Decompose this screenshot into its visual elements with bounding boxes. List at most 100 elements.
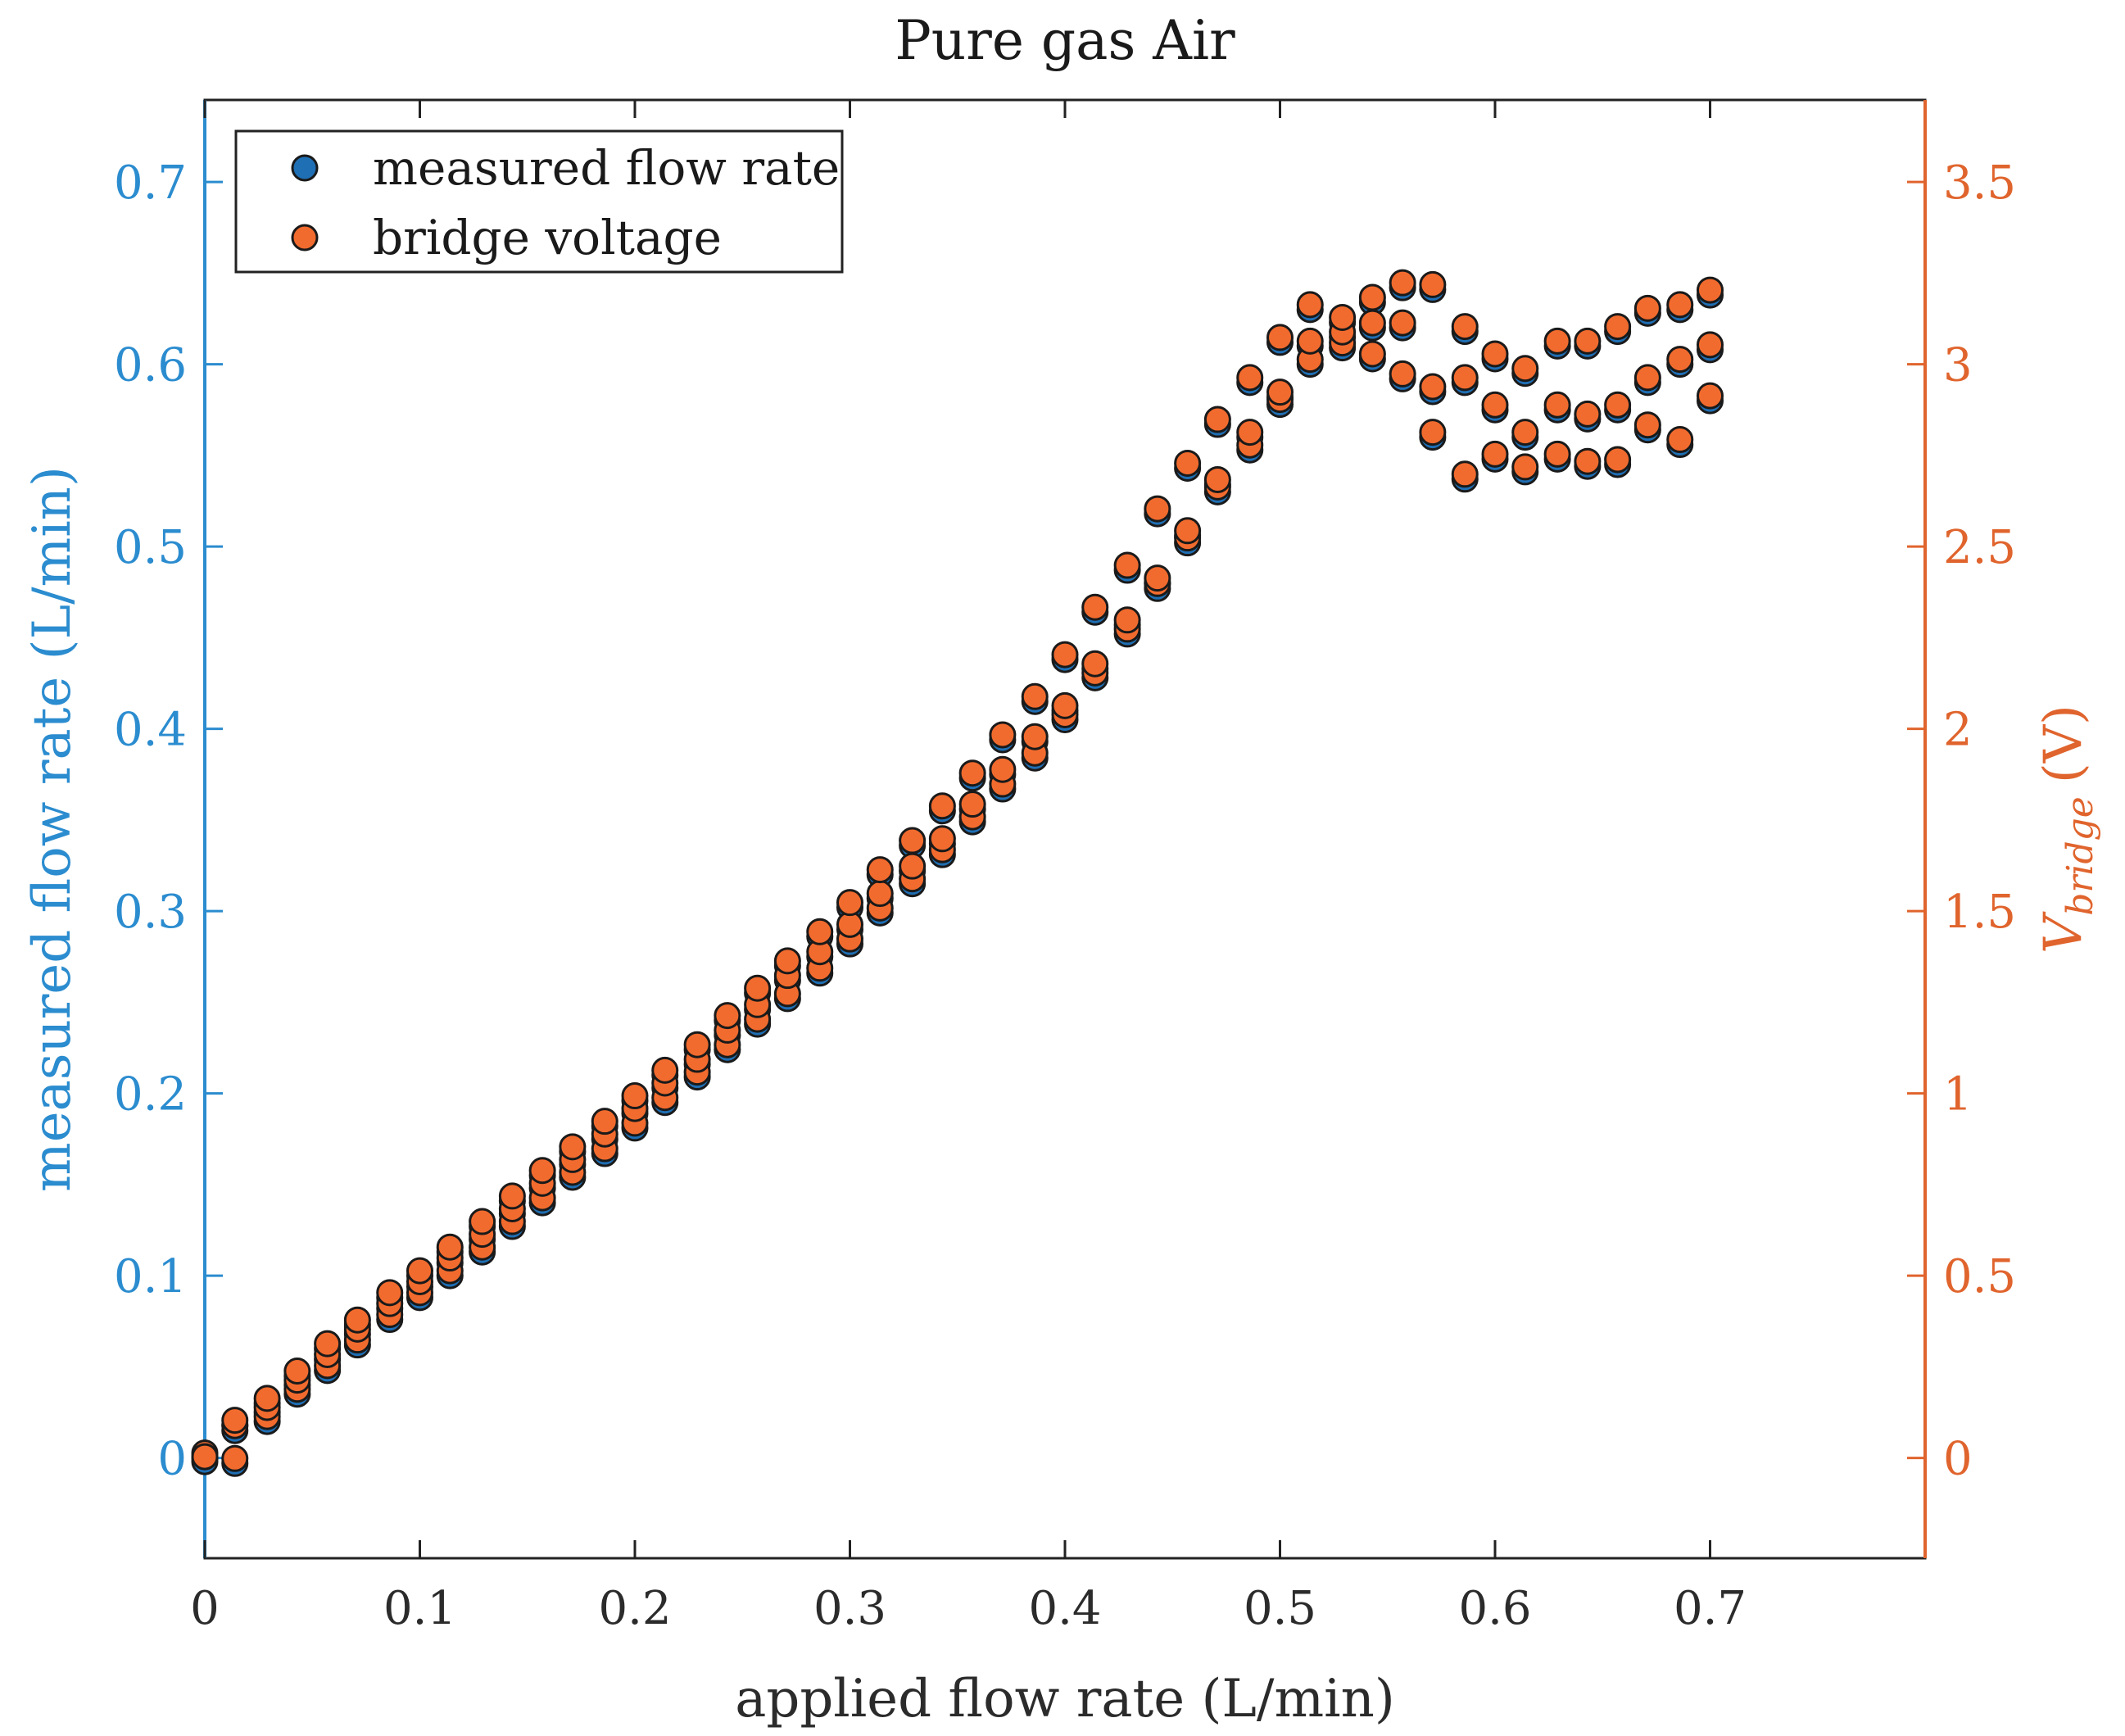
point-bridge-voltage (1296, 327, 1324, 355)
point-bridge-voltage (1266, 324, 1294, 351)
point-bridge-voltage (899, 827, 927, 854)
right-y-axis-label: Vbridge (V) (2033, 705, 2101, 954)
point-bridge-voltage (1296, 291, 1324, 319)
left-y-tick-label: 0.5 (114, 521, 187, 574)
point-bridge-voltage (1358, 340, 1386, 368)
x-axis-ticks: 0 0.1 0.2 0.3 0.4 0.5 0.6 0.7 (190, 100, 1747, 1635)
point-bridge-voltage (1481, 440, 1509, 468)
point-bridge-voltage (1113, 606, 1141, 634)
point-bridge-voltage (683, 1031, 711, 1058)
x-tick-label: 0 (190, 1582, 220, 1635)
point-bridge-voltage (1666, 291, 1694, 319)
point-bridge-voltage (1451, 364, 1479, 392)
point-bridge-voltage (1021, 682, 1049, 710)
point-bridge-voltage (1021, 723, 1049, 750)
point-bridge-voltage (528, 1157, 556, 1185)
point-bridge-voltage (1604, 313, 1632, 341)
point-bridge-voltage (1051, 691, 1079, 719)
x-tick-label: 0.2 (598, 1582, 671, 1635)
point-bridge-voltage (1574, 400, 1602, 428)
point-bridge-voltage (1604, 446, 1632, 474)
point-bridge-voltage (283, 1358, 311, 1385)
legend-box (234, 129, 844, 274)
x-tick-label: 0.7 (1674, 1582, 1747, 1635)
left-y-tick-label: 0.1 (114, 1250, 187, 1303)
point-bridge-voltage (1144, 495, 1171, 523)
point-bridge-voltage (1329, 303, 1357, 331)
point-bridge-voltage (376, 1279, 404, 1307)
right-y-tick-label: 1 (1943, 1068, 1973, 1122)
left-y-axis-label: measured flow rate (L/min) (22, 466, 83, 1192)
right-y-tick-label: 0.5 (1943, 1250, 2016, 1303)
point-bridge-voltage (1236, 364, 1264, 392)
point-bridge-voltage (498, 1182, 526, 1210)
point-bridge-voltage (928, 792, 956, 820)
right-y-tick-label: 1.5 (1943, 886, 2016, 939)
point-bridge-voltage (958, 759, 986, 787)
right-y-tick-label: 2 (1943, 704, 1973, 757)
point-bridge-voltage (1144, 564, 1171, 592)
point-bridge-voltage (1358, 283, 1386, 311)
point-bridge-voltage (651, 1056, 679, 1084)
point-bridge-voltage (866, 880, 894, 908)
point-bridge-voltage (1174, 517, 1202, 545)
point-bridge-voltage (1543, 440, 1571, 468)
point-bridge-voltage (744, 974, 772, 1002)
point-bridge-voltage (1543, 327, 1571, 355)
right-y-axis-label-unit: (V) (2033, 705, 2094, 783)
point-bridge-voltage (1389, 360, 1416, 388)
point-bridge-voltage (253, 1385, 281, 1412)
point-bridge-voltage (1574, 327, 1602, 355)
point-bridge-voltage (191, 1443, 219, 1471)
left-y-tick-label: 0.2 (114, 1068, 187, 1122)
point-bridge-voltage (1633, 364, 1661, 392)
point-bridge-voltage (621, 1082, 649, 1110)
point-bridge-voltage (1236, 419, 1264, 446)
point-bridge-voltage (1451, 313, 1479, 341)
point-bridge-voltage (1389, 309, 1416, 337)
point-bridge-voltage (1666, 346, 1694, 374)
left-y-tick-label: 0.3 (114, 886, 187, 939)
point-bridge-voltage (1419, 373, 1447, 401)
right-y-tick-label: 0 (1943, 1433, 1973, 1486)
legend-label-bridge-voltage: bridge voltage (373, 210, 722, 265)
legend-marker-bridge-voltage (291, 224, 319, 252)
point-bridge-voltage (1697, 382, 1724, 410)
x-tick-label: 0.6 (1458, 1582, 1531, 1635)
legend: measured flow rate bridge voltage (234, 129, 844, 274)
x-tick-label: 0.4 (1028, 1582, 1101, 1635)
point-bridge-voltage (989, 721, 1017, 749)
point-bridge-voltage (1051, 641, 1079, 669)
point-bridge-voltage (1081, 593, 1109, 621)
point-bridge-voltage (1174, 449, 1202, 477)
point-bridge-voltage (1481, 340, 1509, 368)
point-bridge-voltage (221, 1444, 249, 1472)
point-bridge-voltage (1203, 406, 1231, 433)
legend-marker-measured-flow-rate (291, 154, 319, 182)
point-bridge-voltage (1419, 270, 1447, 298)
legend-label-measured-flow-rate: measured flow rate (373, 140, 840, 196)
point-bridge-voltage (1697, 276, 1724, 304)
point-bridge-voltage (1604, 391, 1632, 419)
point-bridge-voltage (989, 755, 1017, 783)
point-bridge-voltage (1389, 269, 1416, 297)
point-bridge-voltage (314, 1330, 342, 1358)
right-y-axis-label-main: V (2033, 911, 2094, 954)
point-bridge-voltage (1633, 411, 1661, 439)
point-bridge-voltage (1666, 426, 1694, 454)
right-y-tick-label: 3 (1943, 339, 1973, 392)
left-y-tick-label: 0.4 (114, 704, 187, 757)
point-bridge-voltage (806, 918, 834, 945)
x-axis-label: applied flow rate (L/min) (735, 1669, 1395, 1729)
point-bridge-voltage (1419, 419, 1447, 446)
point-bridge-voltage (1511, 419, 1539, 446)
right-y-axis-ticks: 0 0.5 1 1.5 2 2.5 3 3.5 (1907, 156, 2016, 1486)
point-bridge-voltage (714, 1002, 741, 1030)
point-bridge-voltage (436, 1233, 464, 1261)
left-y-tick-label: 0 (157, 1433, 187, 1486)
point-bridge-voltage (1451, 460, 1479, 488)
point-bridge-voltage (1543, 391, 1571, 419)
left-y-tick-label: 0.7 (114, 156, 187, 210)
